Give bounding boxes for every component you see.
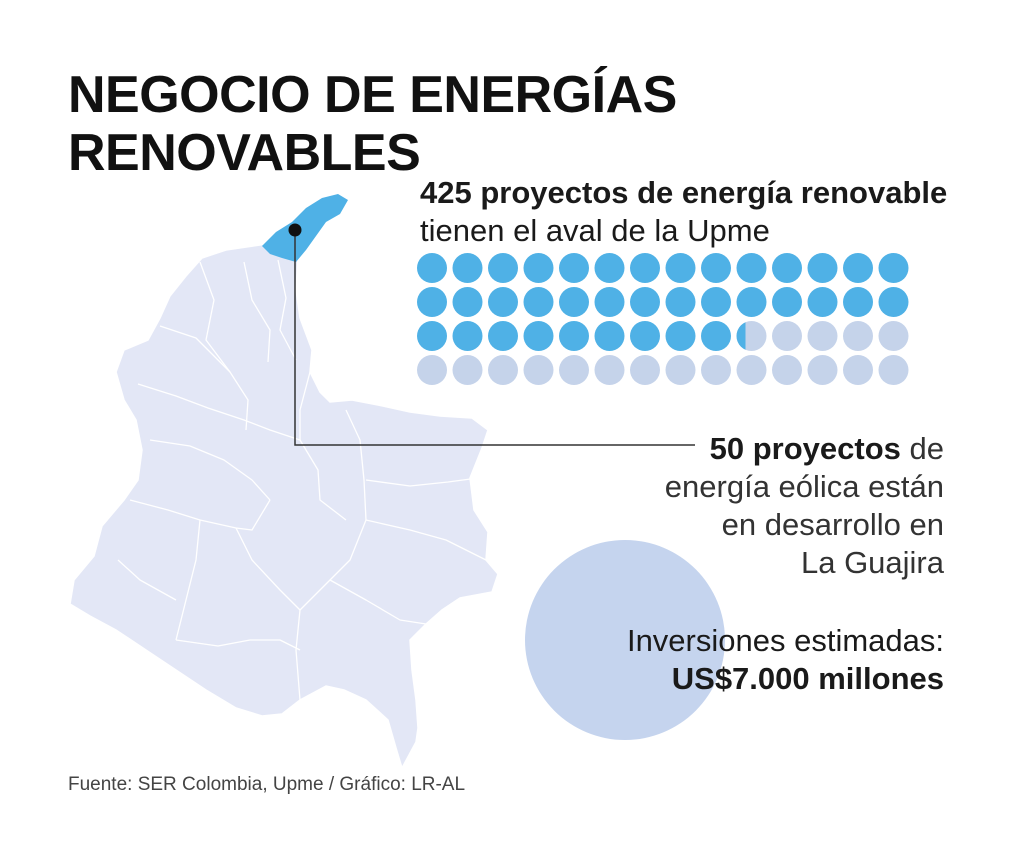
project-dot-empty	[807, 321, 838, 351]
project-dot-filled	[417, 287, 447, 317]
leader-line	[294, 230, 695, 446]
project-dot-empty	[843, 321, 873, 351]
project-dot-filled	[452, 287, 483, 317]
project-dot-filled	[701, 321, 731, 351]
stat-renewable-rest: tienen el aval de la Upme	[420, 213, 770, 248]
project-dot-empty	[878, 321, 909, 351]
project-dot-filled	[630, 287, 660, 317]
project-dot-filled	[488, 321, 518, 351]
project-dot-filled	[630, 321, 660, 351]
stat-wind-bold: 50 proyectos	[709, 431, 901, 466]
project-dot-empty	[630, 355, 660, 385]
project-dot-filled	[878, 287, 909, 317]
project-dot-empty	[772, 321, 802, 351]
investment-circle	[525, 540, 725, 740]
project-dot-partial	[736, 322, 746, 350]
project-dot-filled	[736, 287, 767, 317]
project-dot-empty	[417, 355, 447, 385]
project-dot-filled	[594, 321, 625, 351]
project-dot-filled	[701, 253, 731, 283]
project-dot-empty	[523, 355, 554, 385]
la-guajira-region	[262, 194, 348, 262]
project-dot-empty	[807, 355, 838, 385]
project-dot-filled	[665, 321, 696, 351]
project-dot-filled	[772, 287, 802, 317]
project-dot-filled	[417, 321, 447, 351]
stat-wind-line-4: La Guajira	[800, 545, 944, 580]
project-dot-filled	[630, 253, 660, 283]
project-dot-filled	[807, 287, 838, 317]
project-dot-filled	[594, 253, 625, 283]
project-dot-filled	[843, 253, 873, 283]
title-line-2: RENOVABLES	[68, 124, 421, 182]
project-dot-grid	[417, 253, 909, 385]
project-dot-filled	[665, 253, 696, 283]
project-dot-filled	[594, 287, 625, 317]
project-dot-empty	[559, 355, 589, 385]
colombia-outline	[69, 237, 499, 770]
project-dot-filled	[559, 253, 589, 283]
colombia-map	[69, 237, 499, 770]
project-dot-filled	[488, 253, 518, 283]
project-dot-filled	[523, 287, 554, 317]
project-dot-empty	[488, 355, 518, 385]
location-marker-icon	[288, 223, 302, 237]
project-dot-filled	[807, 253, 838, 283]
project-dot-empty	[772, 355, 802, 385]
project-dot-filled	[736, 253, 767, 283]
investment-amount: US$7.000 millones	[671, 661, 944, 696]
project-dot-empty	[736, 355, 767, 385]
stat-renewable-bold: 425 proyectos de energía renovable	[420, 175, 948, 210]
project-dot-filled	[417, 253, 447, 283]
project-dot-filled	[701, 287, 731, 317]
project-dot-filled	[772, 253, 802, 283]
project-dot-empty	[594, 355, 625, 385]
project-dot-filled	[523, 253, 554, 283]
stat-wind-line-2: energía eólica están	[664, 469, 944, 504]
project-dot-filled	[452, 321, 483, 351]
project-dot-filled	[843, 287, 873, 317]
project-dot-filled	[878, 253, 909, 283]
project-dot-filled	[559, 321, 589, 351]
investment-label: Inversiones estimadas:	[626, 623, 944, 658]
project-dot-filled	[488, 287, 518, 317]
stat-wind-rest: de	[909, 431, 944, 466]
department-borders	[117, 259, 487, 701]
project-dot-empty	[452, 355, 483, 385]
project-dot-empty	[665, 355, 696, 385]
investment-text: Inversiones estimadas: US$7.000 millones	[524, 622, 944, 698]
title-line-1: NEGOCIO DE ENERGÍAS	[68, 66, 677, 124]
stat-renewable-projects: 425 proyectos de energía renovable tiene…	[420, 174, 960, 250]
page-title: NEGOCIO DE ENERGÍAS RENOVABLES	[68, 66, 677, 182]
project-dot-filled	[452, 253, 483, 283]
project-dot-filled	[665, 287, 696, 317]
project-dot-empty	[878, 355, 909, 385]
stat-wind-projects: 50 proyectos de energía eólica están en …	[614, 430, 944, 582]
project-dot-empty	[843, 355, 873, 385]
stat-wind-line-3: en desarrollo en	[721, 507, 944, 542]
project-dot-filled	[559, 287, 589, 317]
source-credit: Fuente: SER Colombia, Upme / Gráfico: LR…	[68, 774, 466, 795]
project-dot-filled	[523, 321, 554, 351]
project-dot-empty	[701, 355, 731, 385]
